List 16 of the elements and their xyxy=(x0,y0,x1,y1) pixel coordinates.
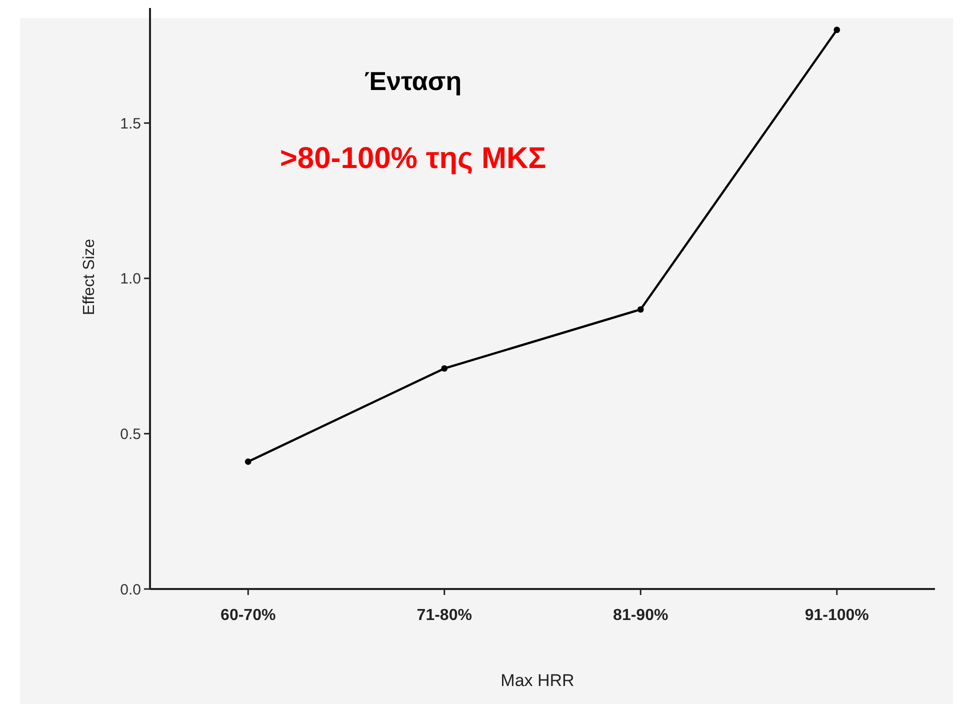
y-tick-label: 1.5 xyxy=(120,115,141,132)
y-axis-title: Effect Size xyxy=(81,238,98,316)
x-tick-label: 81-90% xyxy=(613,607,668,624)
text: >80-100% της ΜΚΣ xyxy=(280,142,546,175)
x-tick-label: 60-70% xyxy=(220,607,276,624)
point xyxy=(834,26,840,34)
x-tick-label: 71-80% xyxy=(416,607,472,624)
x-tick-label: 91-100% xyxy=(804,607,869,624)
y-tick-label: 0.0 xyxy=(120,581,141,598)
y-tick-label: 0.5 xyxy=(120,426,141,443)
point xyxy=(637,306,644,313)
text: Ένταση xyxy=(364,66,462,96)
point xyxy=(441,365,448,372)
y-tick-label: 1.0 xyxy=(120,270,141,288)
point xyxy=(244,458,252,465)
x-axis-title: Max HRR xyxy=(500,671,574,690)
